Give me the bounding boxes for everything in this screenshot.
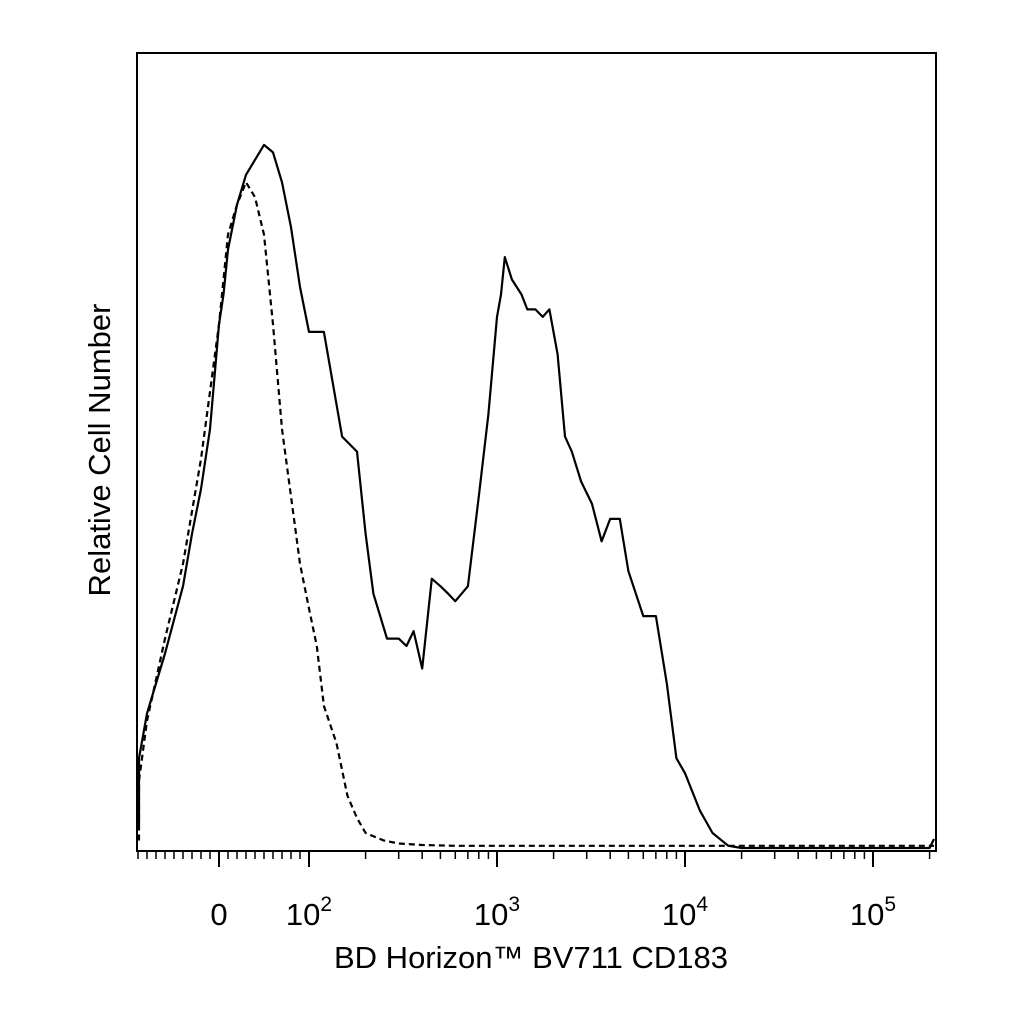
series-solid-line <box>137 143 935 850</box>
x-axis-minor-ticks <box>137 851 931 859</box>
x-axis-label: BD Horizon™ BV711 CD183 <box>334 940 728 975</box>
x-tick-label: 105 <box>850 893 896 932</box>
x-tick-label: 0 <box>210 897 227 932</box>
x-tick-label: 103 <box>474 893 520 932</box>
x-tick-label: 104 <box>662 893 708 932</box>
plot-area-frame <box>136 52 937 852</box>
series-dashed-line <box>137 181 934 847</box>
x-tick-label: 102 <box>286 893 332 932</box>
series-layer <box>137 143 935 850</box>
x-axis-tick-labels: 0 102 103 104 105 <box>210 893 896 932</box>
y-axis-label: Relative Cell Number <box>82 304 117 597</box>
x-axis-major-ticks <box>218 851 874 867</box>
